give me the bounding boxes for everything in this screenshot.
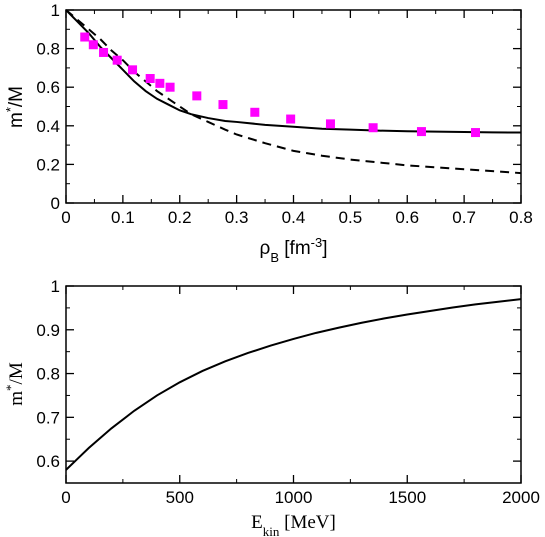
data-point-square <box>416 127 426 137</box>
data-point-square <box>368 123 378 133</box>
x-tick-label: 0.7 <box>452 208 476 227</box>
y-axis-label: m*/M <box>3 362 28 406</box>
data-point-square <box>155 78 165 88</box>
y-tick-label: 0.7 <box>36 408 60 427</box>
y-tick-label: 1 <box>51 1 60 20</box>
dashed-curve <box>65 9 522 175</box>
x-tick-label: 0 <box>61 488 70 507</box>
data-point-square <box>88 40 98 50</box>
x-tick-label: 0.3 <box>225 208 249 227</box>
x-axis-label: Ekin [MeV] <box>251 512 336 537</box>
data-point-square <box>112 55 122 65</box>
y-tick-label: 0.4 <box>36 117 60 136</box>
x-tick-label: 0.8 <box>509 208 533 227</box>
top-panel: 0 0.1 0.2 0.3 0.4 0.5 0.6 0.7 0.8 0 0.2 0.4 0.6 0.8 1 ρ… <box>3 1 533 265</box>
x-tick-label: 1000 <box>275 488 313 507</box>
y-axis-label: m*/M <box>3 86 28 128</box>
data-point-square <box>325 119 335 129</box>
data-point-square <box>471 128 480 138</box>
plot-frame <box>65 9 522 204</box>
x-tick-label: 0.2 <box>168 208 192 227</box>
y-tick-label: 0.6 <box>36 452 60 471</box>
data-point-square <box>80 32 90 42</box>
data-point-square <box>192 91 202 101</box>
data-point-square <box>145 74 155 84</box>
y-tick-label: 0.8 <box>36 365 60 384</box>
bottom-panel: 0 500 1000 1500 2000 0.6 0.7 0.8 0.9 1 Ekin [MeV] m… <box>3 277 540 537</box>
data-point-square <box>99 47 109 57</box>
x-tick-label: 2000 <box>502 488 540 507</box>
x-axis-label: ρB [fm-3] <box>260 235 328 265</box>
data-point-square <box>128 65 138 75</box>
x-tick-label: 0.1 <box>111 208 135 227</box>
y-tick-label: 0 <box>51 194 60 213</box>
y-tick-label: 0.8 <box>36 40 60 59</box>
y-tick-label: 0.2 <box>36 155 60 174</box>
x-tick-label: 0.5 <box>339 208 363 227</box>
y-tick-label: 0.6 <box>36 78 60 97</box>
plot-frame <box>65 285 522 484</box>
x-tick-label: 0.6 <box>395 208 419 227</box>
solid-curve <box>65 298 522 471</box>
y-tick-label: 1 <box>51 277 60 296</box>
data-point-square <box>165 82 175 92</box>
data-point-square <box>218 100 228 110</box>
x-tick-label: 0.4 <box>282 208 306 227</box>
x-tick-label: 1500 <box>388 488 426 507</box>
solid-curve <box>65 9 522 134</box>
data-point-square <box>286 114 296 124</box>
x-tick-label: 500 <box>166 488 194 507</box>
y-tick-label: 0.9 <box>36 321 60 340</box>
data-point-square <box>250 107 260 117</box>
x-tick-label: 0 <box>61 208 70 227</box>
